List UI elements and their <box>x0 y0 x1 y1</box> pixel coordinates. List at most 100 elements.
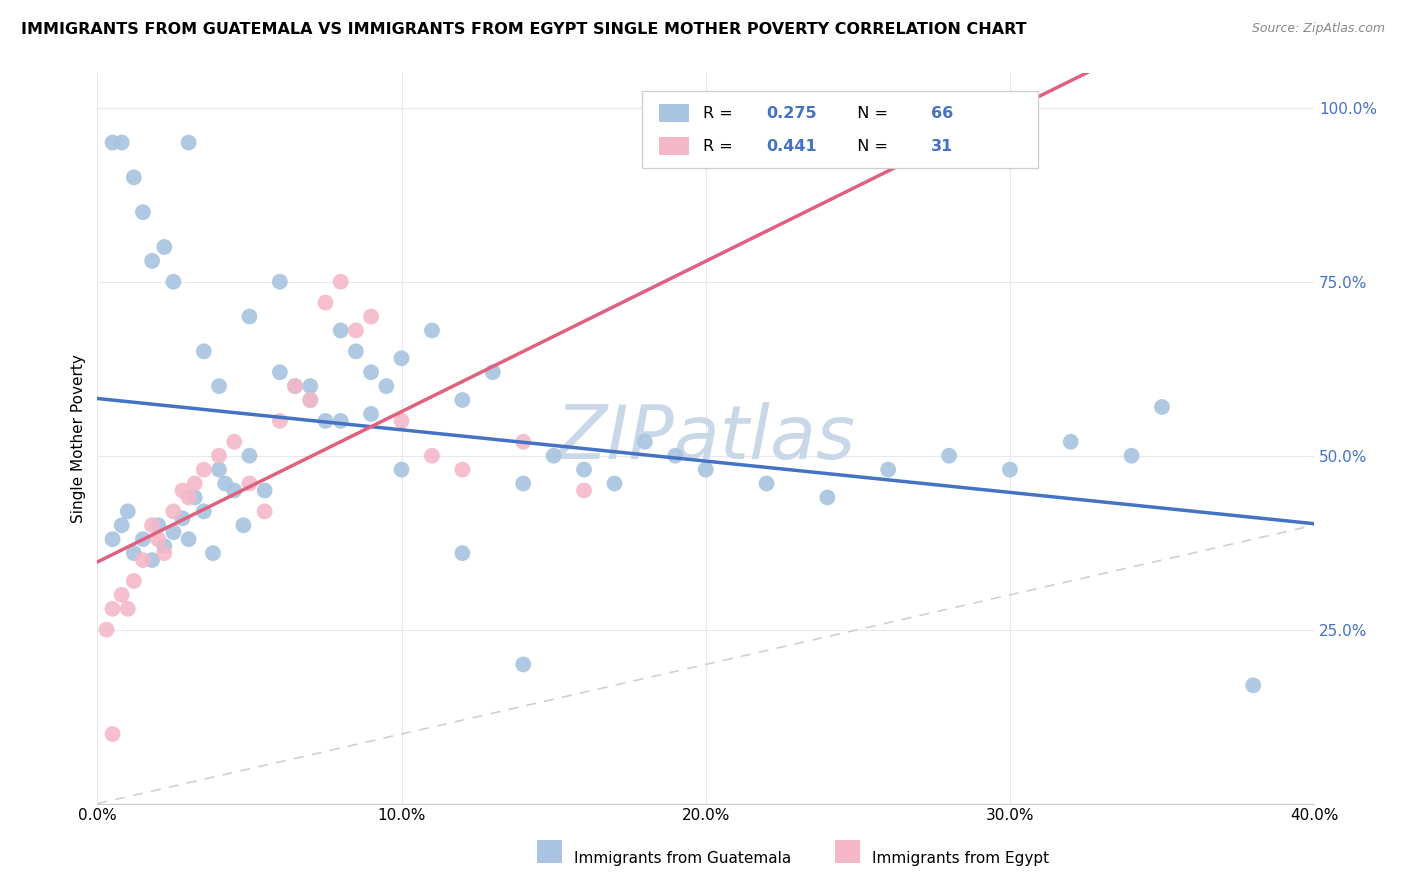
Point <box>344 323 367 337</box>
Y-axis label: Single Mother Poverty: Single Mother Poverty <box>72 354 86 523</box>
Point <box>141 253 163 268</box>
Point <box>132 532 155 546</box>
Point <box>208 462 231 476</box>
Point <box>1121 449 1143 463</box>
Point <box>360 365 382 379</box>
Text: N =: N = <box>846 138 893 153</box>
Point <box>391 351 413 366</box>
Bar <box>537 840 562 863</box>
Point <box>634 434 657 449</box>
Point <box>208 379 231 393</box>
Text: ZIPatlas: ZIPatlas <box>555 402 856 475</box>
Text: Immigrants from Guatemala: Immigrants from Guatemala <box>574 851 792 865</box>
Point <box>193 344 215 359</box>
Point <box>172 483 194 498</box>
Point <box>375 379 398 393</box>
Text: 31: 31 <box>931 138 953 153</box>
Point <box>238 476 260 491</box>
Text: 0.275: 0.275 <box>766 105 817 120</box>
Point <box>543 449 565 463</box>
Point <box>117 601 139 615</box>
Point <box>329 275 352 289</box>
FancyBboxPatch shape <box>643 91 1038 168</box>
Point <box>512 476 534 491</box>
Point <box>314 295 336 310</box>
Point <box>1060 434 1083 449</box>
Point <box>451 546 474 560</box>
Point <box>183 476 205 491</box>
Point <box>122 546 145 560</box>
Point <box>512 657 534 672</box>
Point <box>193 504 215 518</box>
Point <box>299 379 322 393</box>
Text: R =: R = <box>703 105 738 120</box>
Point <box>122 170 145 185</box>
Point <box>512 434 534 449</box>
Point <box>360 310 382 324</box>
Point <box>603 476 626 491</box>
Point <box>122 574 145 588</box>
Point <box>153 539 176 553</box>
Point <box>141 553 163 567</box>
Point <box>451 392 474 407</box>
Point <box>451 462 474 476</box>
Point <box>224 434 246 449</box>
Point <box>214 476 236 491</box>
Point <box>253 483 276 498</box>
Point <box>177 532 200 546</box>
Point <box>162 504 184 518</box>
Point <box>360 407 382 421</box>
Point <box>284 379 307 393</box>
Point <box>177 136 200 150</box>
Point <box>111 136 134 150</box>
Point <box>938 449 960 463</box>
Point <box>284 379 307 393</box>
Point <box>208 449 231 463</box>
Point <box>101 601 124 615</box>
Point <box>201 546 224 560</box>
Point <box>101 727 124 741</box>
Point <box>193 462 215 476</box>
Point <box>111 588 134 602</box>
Point <box>238 310 260 324</box>
Point <box>224 483 246 498</box>
Point <box>117 504 139 518</box>
Point <box>172 511 194 525</box>
Point <box>101 136 124 150</box>
Point <box>998 462 1021 476</box>
Bar <box>659 137 689 155</box>
Text: Source: ZipAtlas.com: Source: ZipAtlas.com <box>1251 22 1385 36</box>
Point <box>664 449 686 463</box>
Point <box>153 546 176 560</box>
Point <box>132 553 155 567</box>
Point <box>314 414 336 428</box>
Point <box>877 462 900 476</box>
Point <box>391 462 413 476</box>
Point <box>420 323 443 337</box>
Point <box>344 344 367 359</box>
Point <box>481 365 503 379</box>
Text: 66: 66 <box>931 105 953 120</box>
Point <box>572 462 595 476</box>
Point <box>329 323 352 337</box>
Point <box>299 392 322 407</box>
Point <box>329 414 352 428</box>
Point <box>1150 400 1173 414</box>
Point <box>132 205 155 219</box>
Text: R =: R = <box>703 138 738 153</box>
Point <box>162 525 184 540</box>
Point <box>238 449 260 463</box>
Point <box>420 449 443 463</box>
Point <box>111 518 134 533</box>
Point <box>148 518 170 533</box>
Text: N =: N = <box>846 105 893 120</box>
Text: 0.441: 0.441 <box>766 138 817 153</box>
Point <box>162 275 184 289</box>
Point <box>253 504 276 518</box>
Point <box>269 414 291 428</box>
Point <box>391 414 413 428</box>
Point <box>695 462 717 476</box>
Point <box>101 532 124 546</box>
Point <box>177 491 200 505</box>
Point <box>232 518 254 533</box>
